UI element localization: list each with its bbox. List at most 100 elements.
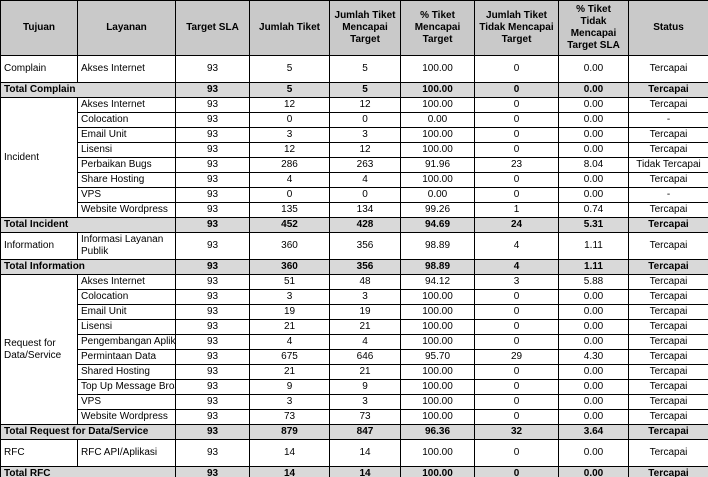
value-cell: 93 xyxy=(175,97,250,113)
value-cell: 29 xyxy=(474,349,559,365)
header-cell: Tujuan xyxy=(0,0,78,56)
value-cell: Tercapai xyxy=(628,334,708,350)
value-cell: 100.00 xyxy=(400,304,475,320)
value-cell: 0.00 xyxy=(558,364,629,380)
value-cell: 21 xyxy=(329,319,401,335)
total-value: Tercapai xyxy=(628,424,708,440)
value-cell: 14 xyxy=(249,439,330,467)
value-cell: 0 xyxy=(474,55,559,83)
value-cell: 8.04 xyxy=(558,157,629,173)
tujuan-cell: Request for Data/Service xyxy=(0,274,78,425)
data-row: Colocation 93 3 3 100.00 0 0.00 Tercapai xyxy=(1,289,708,305)
value-cell: 100.00 xyxy=(400,334,475,350)
value-cell: 0.00 xyxy=(558,142,629,158)
value-cell: 0 xyxy=(474,172,559,188)
value-cell: 93 xyxy=(175,202,250,218)
total-value: 14 xyxy=(249,466,330,477)
value-cell: 0 xyxy=(474,97,559,113)
value-cell: Tercapai xyxy=(628,97,708,113)
layanan-cell: Colocation xyxy=(77,289,176,305)
value-cell: 675 xyxy=(249,349,330,365)
data-row: Website Wordpress 93 135 134 99.26 1 0.74 Terca… xyxy=(1,202,708,218)
data-row: Information Informasi Layanan Publik 93 360… xyxy=(0,232,708,260)
total-row: Total Incident 93 452 428 94.69 24 5.31 Tercapa… xyxy=(0,217,708,233)
value-cell: 263 xyxy=(329,157,401,173)
value-cell: 21 xyxy=(249,364,330,380)
value-cell: 93 xyxy=(175,379,250,395)
value-cell: 1.11 xyxy=(558,232,629,260)
layanan-cell: Email Unit xyxy=(77,304,176,320)
value-cell: 0 xyxy=(474,289,559,305)
value-cell: Tercapai xyxy=(628,439,708,467)
value-cell: 21 xyxy=(329,364,401,380)
total-row: Total RFC 93 14 14 100.00 0 0.00 Tercapai xyxy=(0,466,708,477)
value-cell: 0.00 xyxy=(558,172,629,188)
value-cell: 93 xyxy=(175,349,250,365)
header-cell: Jumlah Tiket Mencapai Target xyxy=(329,0,401,56)
value-cell: Tercapai xyxy=(628,232,708,260)
value-cell: 93 xyxy=(175,319,250,335)
layanan-cell: Email Unit xyxy=(77,127,176,143)
header-cell: Layanan xyxy=(77,0,176,56)
value-cell: 93 xyxy=(175,55,250,83)
total-value: 360 xyxy=(249,259,330,275)
value-cell: 100.00 xyxy=(400,127,475,143)
value-cell: 3 xyxy=(249,394,330,410)
total-value: 24 xyxy=(474,217,559,233)
value-cell: 0.00 xyxy=(558,439,629,467)
value-cell: Tercapai xyxy=(628,379,708,395)
value-cell: 100.00 xyxy=(400,379,475,395)
value-cell: 100.00 xyxy=(400,55,475,83)
value-cell: 0.00 xyxy=(558,304,629,320)
value-cell: 21 xyxy=(249,319,330,335)
value-cell: 12 xyxy=(329,142,401,158)
value-cell: 93 xyxy=(175,364,250,380)
layanan-cell: Shared Hosting xyxy=(77,364,176,380)
total-value: 5 xyxy=(329,82,401,98)
value-cell: Tercapai xyxy=(628,172,708,188)
value-cell: 0.00 xyxy=(400,112,475,128)
value-cell: 0 xyxy=(474,379,559,395)
total-value: 32 xyxy=(474,424,559,440)
header-cell: % Tiket Mencapai Target xyxy=(400,0,475,56)
data-row: VPS 93 0 0 0.00 0 0.00- xyxy=(1,187,708,203)
total-value: 98.89 xyxy=(400,259,475,275)
data-row: Share Hosting 93 4 4 100.00 0 0.00 Tercapai xyxy=(1,172,708,188)
data-row: Shared Hosting 93 21 21 100.00 0 0.00 Tercapai xyxy=(1,364,708,380)
layanan-cell: Akses Internet xyxy=(77,97,176,113)
value-cell: 73 xyxy=(329,409,401,425)
value-cell: 93 xyxy=(175,439,250,467)
value-cell: 100.00 xyxy=(400,439,475,467)
value-cell: 100.00 xyxy=(400,142,475,158)
value-cell: 93 xyxy=(175,409,250,425)
value-cell: 0.00 xyxy=(558,409,629,425)
layanan-cell: VPS xyxy=(77,394,176,410)
value-cell: 19 xyxy=(329,304,401,320)
value-cell: 100.00 xyxy=(400,364,475,380)
total-row: Total Complain 93 5 5 100.00 0 0.00 Tercapai xyxy=(0,82,708,98)
total-label: Total Information xyxy=(0,259,176,275)
header-cell: Target SLA xyxy=(175,0,250,56)
total-value: 93 xyxy=(175,82,250,98)
data-row: Lisensi 93 12 12 100.00 0 0.00 Tercapai xyxy=(1,142,708,158)
data-row: Email Unit 93 19 19 100.00 0 0.00 Tercapai xyxy=(1,304,708,320)
value-cell: 0.00 xyxy=(558,289,629,305)
total-value: 1.11 xyxy=(558,259,629,275)
value-cell: 0 xyxy=(474,319,559,335)
value-cell: 93 xyxy=(175,142,250,158)
value-cell: 0 xyxy=(329,112,401,128)
value-cell: 19 xyxy=(249,304,330,320)
layanan-cell: Colocation xyxy=(77,112,176,128)
value-cell: 3 xyxy=(329,127,401,143)
tujuan-cell: Complain xyxy=(0,55,78,83)
value-cell: - xyxy=(628,112,708,128)
data-row: Email Unit 93 3 3 100.00 0 0.00 Tercapai xyxy=(1,127,708,143)
total-value: 14 xyxy=(329,466,401,477)
value-cell: 4 xyxy=(329,334,401,350)
total-value: 4 xyxy=(474,259,559,275)
value-cell: Tidak Tercapai xyxy=(628,157,708,173)
value-cell: 12 xyxy=(329,97,401,113)
total-label: Total Request for Data/Service xyxy=(0,424,176,440)
value-cell: 95.70 xyxy=(400,349,475,365)
